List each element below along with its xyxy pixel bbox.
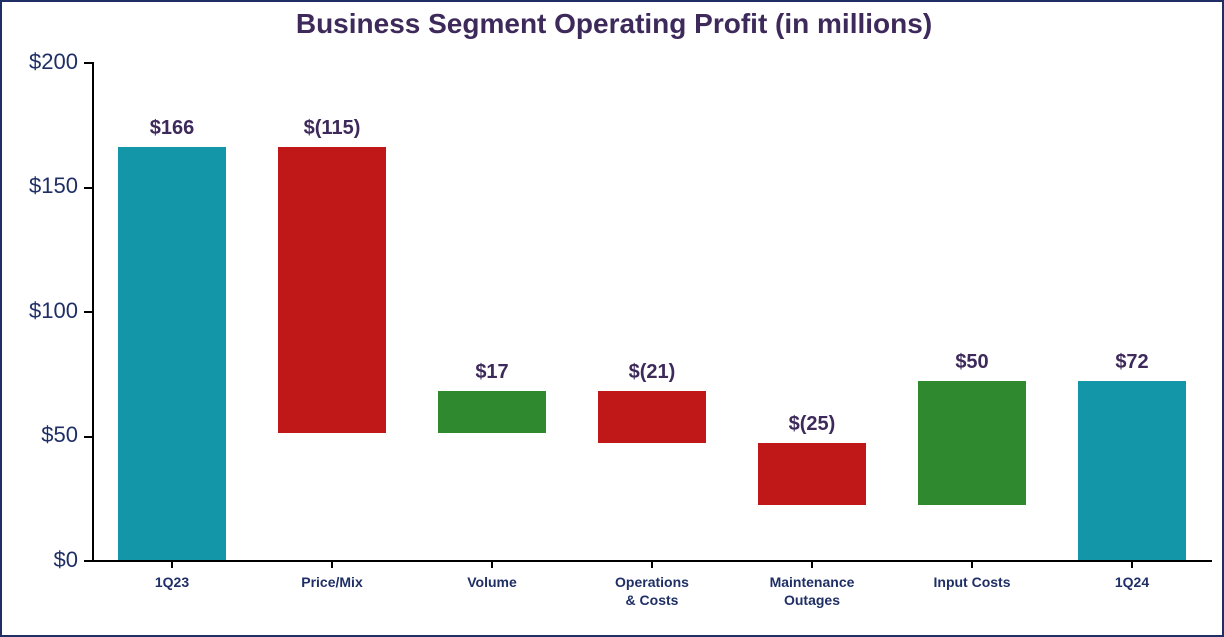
x-category-label: 1Q24 [1052, 574, 1212, 592]
x-category-label-line: & Costs [572, 592, 732, 610]
waterfall-bar [278, 147, 387, 433]
y-tick-mark [84, 436, 92, 438]
x-category-label: MaintenanceOutages [732, 574, 892, 609]
x-tick-mark [171, 562, 173, 568]
y-tick-mark [84, 560, 92, 562]
x-category-label-line: Operations [572, 574, 732, 592]
bar-value-label: $166 [92, 117, 252, 140]
y-tick-label: $50 [2, 422, 78, 448]
waterfall-bar [438, 391, 547, 433]
y-tick-mark [84, 311, 92, 313]
x-category-label: Operations& Costs [572, 574, 732, 609]
y-tick-mark [84, 62, 92, 64]
x-category-label: Price/Mix [252, 574, 412, 592]
x-category-label-line: Outages [732, 592, 892, 610]
x-tick-mark [811, 562, 813, 568]
bar-value-label: $50 [892, 351, 1052, 374]
x-category-label: Volume [412, 574, 572, 592]
x-category-label-line: Price/Mix [252, 574, 412, 592]
x-category-label: 1Q23 [92, 574, 252, 592]
bar-value-label: $72 [1052, 351, 1212, 374]
y-tick-label: $0 [2, 547, 78, 573]
x-tick-mark [331, 562, 333, 568]
waterfall-chart: Business Segment Operating Profit (in mi… [0, 0, 1224, 637]
x-tick-mark [1131, 562, 1133, 568]
chart-title: Business Segment Operating Profit (in mi… [2, 8, 1224, 40]
y-tick-label: $100 [2, 298, 78, 324]
x-tick-mark [971, 562, 973, 568]
x-category-label-line: 1Q24 [1052, 574, 1212, 592]
y-tick-label: $150 [2, 173, 78, 199]
x-category-label: Input Costs [892, 574, 1052, 592]
x-category-label-line: Volume [412, 574, 572, 592]
x-tick-mark [491, 562, 493, 568]
bar-value-label: $(115) [252, 117, 412, 140]
y-tick-mark [84, 187, 92, 189]
bar-value-label: $(21) [572, 361, 732, 384]
waterfall-bar [1078, 381, 1187, 560]
waterfall-bar [598, 391, 707, 443]
bar-value-label: $(25) [732, 413, 892, 436]
x-category-label-line: Maintenance [732, 574, 892, 592]
waterfall-bar [758, 443, 867, 505]
waterfall-bar [118, 147, 227, 560]
y-tick-label: $200 [2, 49, 78, 75]
x-tick-mark [651, 562, 653, 568]
bar-value-label: $17 [412, 361, 572, 384]
x-category-label-line: Input Costs [892, 574, 1052, 592]
x-category-label-line: 1Q23 [92, 574, 252, 592]
waterfall-bar [918, 381, 1027, 506]
